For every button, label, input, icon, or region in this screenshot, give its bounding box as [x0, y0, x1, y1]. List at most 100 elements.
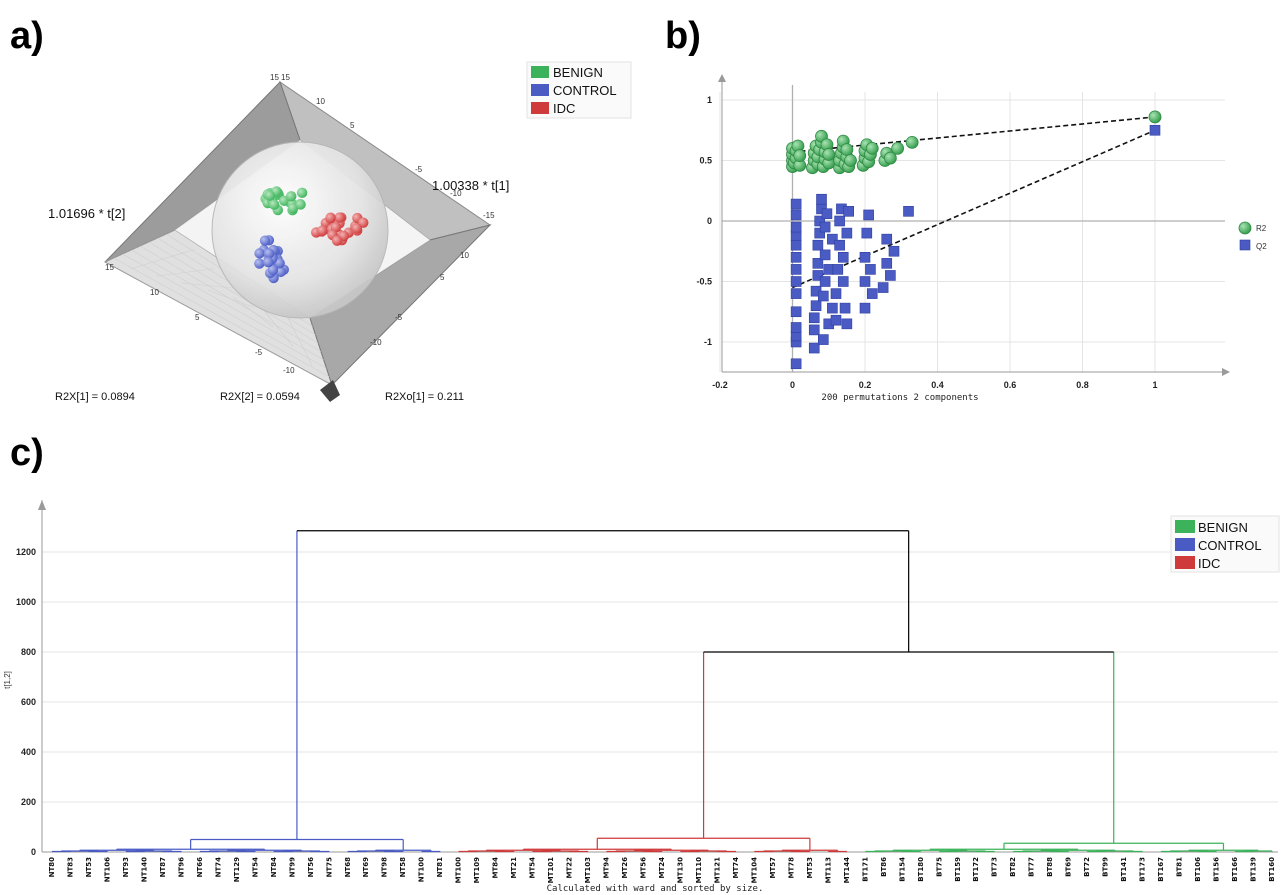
c-leaf-label: MT130	[676, 857, 684, 883]
c-leaf-label: MT94	[603, 857, 611, 879]
c-leaf-label: BT154	[898, 857, 906, 882]
legend-c-swatch-benign	[1175, 520, 1195, 533]
b-point-q2	[808, 342, 820, 354]
floor-grid-line	[232, 296, 274, 328]
b-point-q2	[827, 233, 838, 245]
c-leaf-label: MT121	[713, 857, 721, 883]
b-point-q2	[790, 276, 802, 287]
c-leaf-label: MT56	[640, 857, 648, 879]
b-x-arrow	[1222, 368, 1230, 376]
b-tick-labels: -0.2 0 0.2 0.4 0.6 0.8 1 1 0.5 0 -0.5 -1	[696, 95, 1157, 390]
footer-r2x2: R2X[2] = 0.0594	[220, 391, 300, 403]
panel-label-c: c)	[10, 432, 44, 474]
c-leaf-label: MT57	[769, 857, 777, 879]
b-point-q2	[812, 258, 824, 269]
box-corner-marker	[320, 380, 340, 402]
b-point-q2	[881, 233, 893, 245]
c-y-arrow	[38, 500, 46, 510]
b-point-q2	[790, 252, 802, 263]
b-point-r2	[865, 141, 879, 155]
b-point-q2	[885, 270, 896, 281]
b-y-tick-label: 1	[707, 95, 712, 105]
score-point-benign	[269, 199, 280, 210]
c-x-axis-label: Calculated with ward and sorted by size.	[547, 884, 764, 894]
confidence-sphere	[211, 141, 389, 319]
c-leaf-label: MT24	[658, 857, 666, 879]
c-leaf-label: BT86	[880, 857, 888, 877]
b-point-q2	[837, 276, 849, 287]
corner-tick: 10	[460, 251, 469, 260]
c-leaf-label: NT80	[48, 857, 56, 878]
c-y-tick-label: 200	[21, 797, 36, 807]
c-y-tick-label: 0	[31, 847, 36, 857]
legend-marker-r2	[1238, 221, 1252, 235]
c-leaf-label: BT88	[1046, 857, 1054, 877]
c-leaf-label: NT81	[436, 857, 444, 878]
legend-c-label-idc: IDC	[1198, 556, 1220, 571]
c-leaf-label: BT106	[1194, 857, 1202, 882]
c-y-tick-label: 400	[21, 747, 36, 757]
score-point-idc	[325, 212, 336, 223]
b-point-q2	[790, 306, 802, 318]
c-leaf-label: NT87	[159, 857, 167, 878]
b-point-q2	[863, 209, 874, 221]
b-point-q2	[814, 215, 825, 227]
panel-label-a: a)	[10, 15, 44, 57]
b-point-q2	[1149, 124, 1161, 136]
b-point-q2	[843, 206, 854, 217]
c-leaf-label: MT110	[695, 857, 703, 883]
b-point-q2	[814, 227, 825, 239]
score-point-benign	[295, 199, 306, 210]
b-point-q2	[819, 221, 831, 233]
c-leaf-label: MT22	[566, 857, 574, 879]
c-leaf-label: MT74	[732, 857, 740, 879]
score-point-benign	[296, 187, 308, 199]
corner-tick: -15	[483, 211, 495, 220]
c-leaf-label: NT75	[325, 857, 333, 878]
b-point-q2	[818, 334, 829, 345]
c-leaf-label: BT166	[1231, 857, 1239, 882]
corner-tick: 5	[350, 121, 355, 130]
score-point-control	[275, 266, 287, 278]
corner-tick: 15	[281, 73, 290, 82]
b-point-q2	[834, 215, 845, 227]
score-point-control	[274, 257, 285, 269]
c-leaf-label: BT81	[1176, 857, 1184, 877]
floor-grid-line	[148, 241, 319, 344]
b-point-q2	[808, 312, 820, 324]
footer-r2x1: R2X[1] = 0.0894	[55, 391, 135, 403]
b-x-tick-label: 1	[1152, 380, 1157, 390]
b-point-q2	[832, 264, 844, 275]
c-leaf-label: NT98	[381, 857, 389, 878]
c-leaf-label: BT69	[1065, 857, 1073, 877]
c-leaf-label: BT73	[991, 857, 999, 877]
corner-tick: 10	[316, 97, 325, 106]
c-leaf-label: NT54	[251, 857, 259, 878]
b-y-tick-label: -1	[704, 337, 712, 347]
c-leaf-label: NT83	[66, 857, 74, 878]
b-point-q2	[790, 358, 802, 370]
corner-tick: -5	[255, 348, 263, 357]
legend-swatch-benign	[531, 66, 549, 78]
corner-tick: -5	[395, 313, 403, 322]
legend-label-r2: R2	[1256, 224, 1267, 233]
score-point-benign	[285, 191, 297, 202]
c-leaf-label: NT96	[177, 857, 185, 878]
b-point-q2	[808, 324, 820, 336]
c-leaf-label: MT53	[806, 857, 814, 879]
b-point-q2	[790, 209, 802, 221]
b-point-q2	[790, 322, 802, 333]
c-leaf-label: BT72	[1083, 857, 1091, 877]
legend-a: BENIGN CONTROL IDC	[526, 61, 632, 119]
b-point-q2	[866, 288, 878, 299]
panel-a-3d-score-plot: 15 15 10 5 -5 -10 -15 15 10 5 -5 -10 10 …	[48, 61, 632, 403]
c-y-tick-label: 1000	[16, 597, 36, 607]
b-point-r2	[822, 148, 836, 161]
c-leaf-label: NT74	[214, 857, 222, 878]
c-y-axis-label: t[1,2]	[3, 671, 12, 689]
c-leaf-label: NT93	[122, 857, 130, 878]
b-y-arrow	[718, 74, 726, 82]
score-point-control	[263, 248, 275, 259]
corner-tick: -10	[370, 338, 382, 347]
